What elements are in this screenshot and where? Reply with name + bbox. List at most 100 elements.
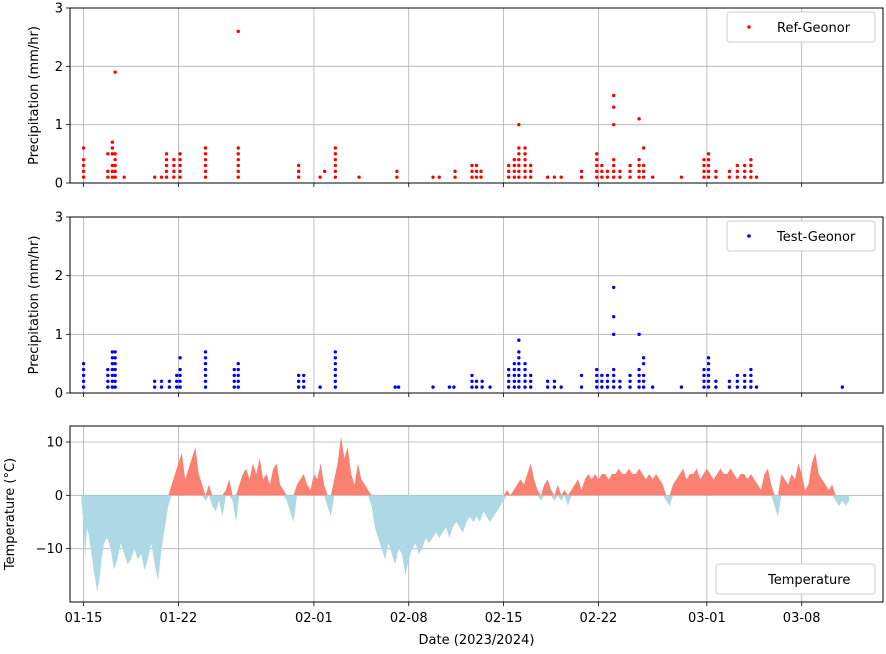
legend-box (726, 220, 876, 252)
data-point (600, 373, 604, 378)
data-point (559, 385, 563, 389)
data-point (523, 379, 527, 383)
data-point (175, 379, 179, 383)
data-point (611, 385, 616, 389)
data-point (178, 163, 182, 168)
data-point (106, 169, 110, 174)
data-point (178, 379, 182, 383)
data-point (706, 367, 711, 372)
data-point (706, 356, 711, 360)
legend-marker-ref-geonor (747, 25, 751, 29)
data-point (110, 367, 115, 372)
data-point (357, 175, 361, 179)
data-point (714, 169, 718, 174)
data-point (702, 385, 706, 389)
data-point (113, 152, 117, 156)
temperature-panel: −10 0 10 01-15 01-22 02-01 02-08 02-15 02-22 03-… (3, 425, 884, 648)
data-point (474, 163, 479, 168)
data-point (203, 146, 208, 150)
data-point (545, 379, 550, 383)
test-geonor-points (81, 285, 845, 389)
data-point (447, 385, 452, 389)
data-point (203, 163, 208, 168)
ref-geonor-yticks: 0 1 2 3 (55, 2, 70, 192)
data-point (333, 367, 338, 372)
data-point (178, 157, 182, 162)
data-point (113, 379, 117, 383)
data-point (81, 169, 86, 174)
data-point (203, 350, 208, 354)
data-point (611, 379, 616, 383)
data-point (523, 361, 527, 366)
data-point (702, 367, 706, 372)
data-point (641, 163, 646, 168)
data-point (453, 169, 457, 174)
data-point (106, 385, 110, 389)
data-point (523, 175, 527, 179)
data-point (611, 285, 616, 290)
data-point (236, 385, 240, 389)
data-point (203, 367, 208, 372)
data-point (742, 163, 747, 168)
data-point (611, 163, 616, 168)
data-point (113, 70, 117, 74)
data-point (296, 373, 301, 378)
data-point (641, 175, 646, 179)
data-point (172, 175, 176, 179)
data-point (512, 361, 517, 366)
data-point (81, 361, 86, 366)
data-point (333, 373, 338, 378)
data-point (175, 373, 179, 378)
data-point (529, 373, 533, 378)
y-tick-label: 3 (55, 2, 63, 17)
data-point (296, 163, 301, 168)
data-point (727, 385, 732, 389)
test-geonor-xticks (83, 393, 803, 397)
data-point (742, 169, 747, 174)
data-point (595, 175, 599, 179)
data-point (637, 157, 641, 162)
data-point (113, 361, 117, 366)
data-point (727, 379, 732, 383)
data-point (172, 169, 176, 174)
data-point (159, 385, 164, 389)
data-point (479, 175, 483, 179)
data-point (164, 175, 169, 179)
data-point (175, 385, 179, 389)
temperature-yticks: −10 0 10 (36, 436, 70, 557)
data-point (110, 361, 115, 366)
x-tick-label: 03-01 (688, 611, 726, 626)
data-point (600, 163, 604, 168)
data-point (81, 146, 86, 150)
data-point (559, 175, 563, 179)
data-point (641, 379, 646, 383)
data-point (506, 385, 511, 389)
data-point (641, 169, 646, 174)
test-geonor-frame (69, 216, 884, 394)
data-point (545, 385, 550, 389)
data-point (611, 315, 616, 319)
data-point (172, 157, 176, 162)
data-point (470, 379, 474, 383)
data-point (178, 356, 182, 360)
data-point (395, 175, 399, 179)
data-point (159, 379, 164, 383)
data-point (611, 105, 616, 109)
data-point (595, 152, 599, 156)
data-point (650, 385, 655, 389)
data-point (611, 122, 616, 127)
data-point (333, 361, 338, 366)
data-point (595, 163, 599, 168)
data-point (618, 169, 622, 174)
data-point (81, 163, 86, 168)
data-point (529, 175, 533, 179)
data-point (628, 379, 632, 383)
y-tick-label: 10 (46, 436, 63, 451)
data-point (702, 169, 706, 174)
data-point (628, 385, 632, 389)
data-point (453, 175, 457, 179)
data-point (110, 350, 115, 354)
data-point (523, 163, 527, 168)
data-point (203, 356, 208, 360)
data-point (152, 379, 157, 383)
